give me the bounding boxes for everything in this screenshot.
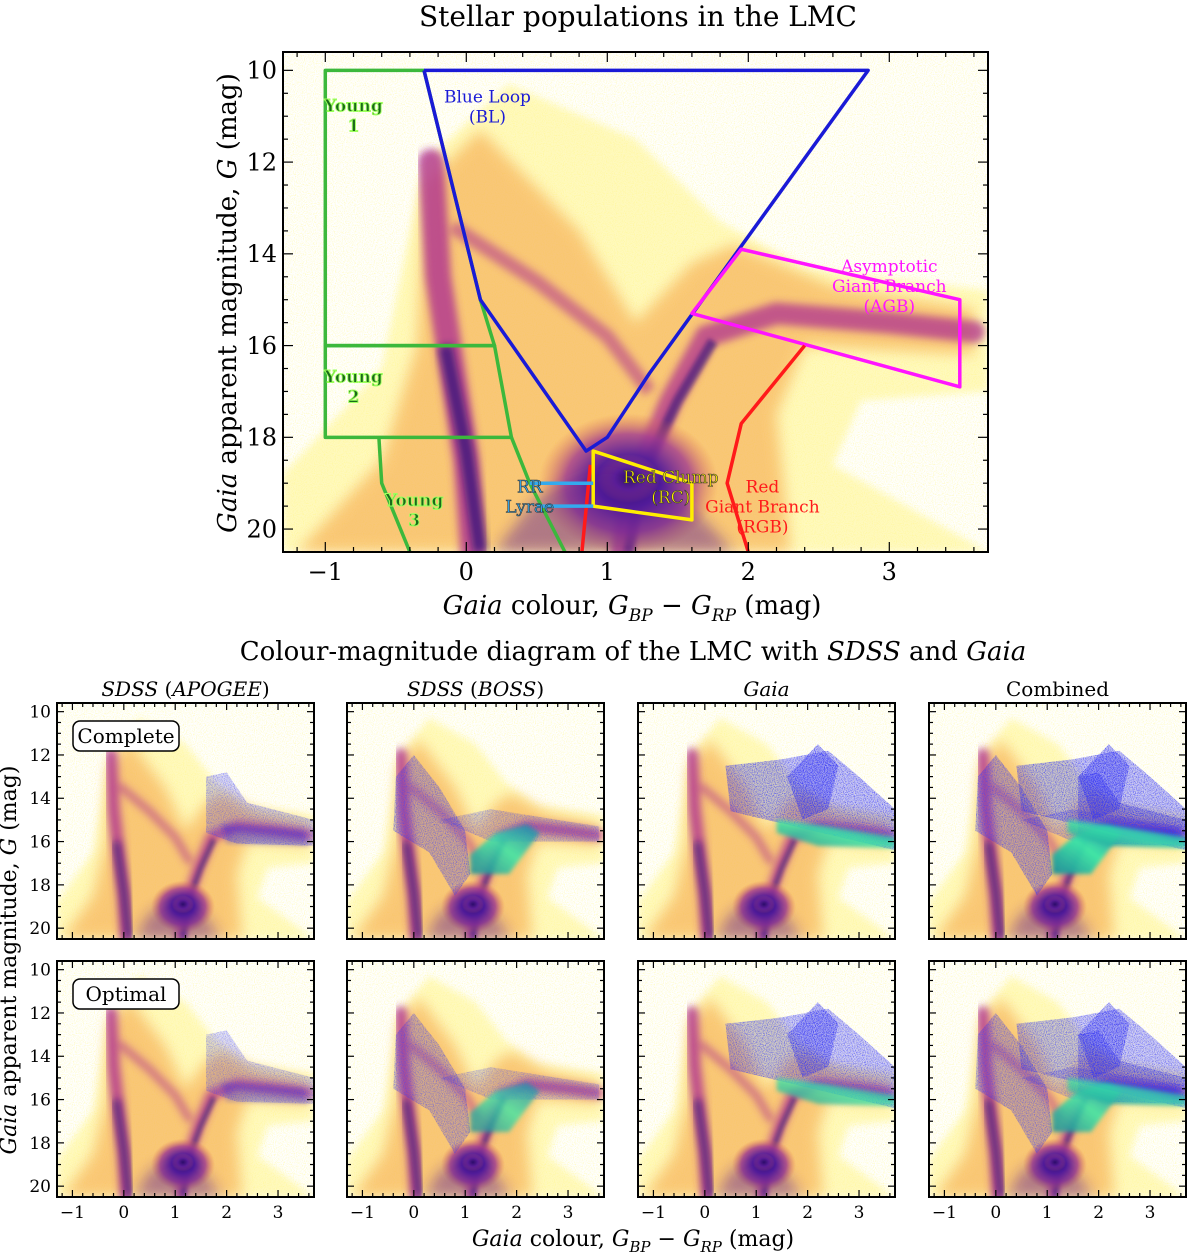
column-title: Combined <box>1006 677 1109 701</box>
y-tick-label: 18 <box>29 876 51 896</box>
region-outline <box>377 437 412 552</box>
y-tick-label: 14 <box>29 789 51 809</box>
x-tick-label: 2 <box>741 558 756 586</box>
x-tick-label: 1 <box>1042 1203 1053 1223</box>
panel-complete-combined <box>928 702 1187 940</box>
row-label: Optimal <box>86 982 167 1006</box>
row-label-box <box>72 720 180 752</box>
x-tick-label: 1 <box>751 1203 762 1223</box>
x-tick-label: 0 <box>408 1203 419 1223</box>
x-tick-label: −1 <box>641 1203 666 1223</box>
y-tick-label: 14 <box>246 240 277 268</box>
region-rr-lyrae <box>529 481 594 508</box>
x-tick-label: 3 <box>563 1203 574 1223</box>
region-label: Red Giant Branch (RGB) <box>705 477 820 537</box>
x-tick-label: 2 <box>511 1203 522 1223</box>
x-tick-label: 0 <box>459 558 474 586</box>
region-label: Red Clump (RC) <box>623 468 719 508</box>
column-title: SDSS (APOGEE) <box>101 677 269 701</box>
y-tick-label: 12 <box>246 148 277 176</box>
column-title: SDSS (BOSS) <box>407 677 544 701</box>
region-red-clump <box>591 449 694 522</box>
x-tick-label: 3 <box>882 558 897 586</box>
x-tick-label: 3 <box>1145 1203 1156 1223</box>
column-title: Gaia <box>743 677 789 701</box>
x-tick-label: −1 <box>308 558 343 586</box>
x-tick-label: 2 <box>1093 1203 1104 1223</box>
x-tick-label: 1 <box>460 1203 471 1223</box>
x-tick-label: 2 <box>221 1203 232 1223</box>
panel-complete-sdss-boss- <box>346 702 605 940</box>
grid-x-axis-label: Gaia colour, GBP − GRP (mag) <box>472 1227 794 1253</box>
y-tick-label: 20 <box>29 1177 51 1197</box>
x-tick-label: −1 <box>932 1203 957 1223</box>
x-tick-label: 3 <box>854 1203 865 1223</box>
y-tick-label: 18 <box>29 1134 51 1154</box>
y-tick-label: 12 <box>29 746 51 766</box>
region-outline <box>422 68 870 453</box>
x-tick-label: 1 <box>170 1203 181 1223</box>
main-y-axis-label: Gaia apparent magnitude, G (mag) <box>213 73 243 533</box>
main-title: Stellar populations in the LMC <box>419 0 857 33</box>
row-label: Complete <box>77 724 174 748</box>
y-tick-label: 16 <box>29 1091 51 1111</box>
main-plot: Young 1 Young 2 Young 3 Blue Loop (BL) Asymptoti… <box>246 51 989 586</box>
main-x-axis-label: Gaia colour, GBP − GRP (mag) <box>443 591 822 626</box>
region-young-1 <box>323 68 497 348</box>
region-outline <box>323 343 514 440</box>
region-label: Asymptotic Giant Branch (AGB) <box>832 257 947 317</box>
x-tick-label: 2 <box>802 1203 813 1223</box>
region-red-giant-branch <box>580 344 807 552</box>
row-label-box <box>72 978 180 1010</box>
y-tick-label: 14 <box>29 1047 51 1067</box>
x-tick-label: 0 <box>699 1203 710 1223</box>
grid-y-axis-label: Gaia apparent magnitude, G (mag) <box>0 766 22 1155</box>
panel-complete-sdss-apogee-: 10 12 14 16 18 20 Complete <box>29 702 315 940</box>
y-tick-label: 16 <box>246 332 277 360</box>
y-tick-label: 12 <box>29 1004 51 1024</box>
x-tick-label: −1 <box>350 1203 375 1223</box>
panel-optimal-combined: −1 0 1 2 3 <box>928 960 1187 1223</box>
y-tick-label: 20 <box>246 515 277 543</box>
region-outline <box>591 449 694 522</box>
x-tick-label: 3 <box>273 1203 284 1223</box>
y-tick-label: 10 <box>29 703 51 723</box>
region-outline <box>690 247 962 389</box>
x-tick-label: 0 <box>118 1203 129 1223</box>
region-outline <box>725 344 807 552</box>
y-tick-label: 10 <box>246 57 277 85</box>
x-tick-label: −1 <box>60 1203 85 1223</box>
panel-complete-gaia <box>637 702 896 940</box>
column-titles: SDSS (APOGEE) SDSS (BOSS) Gaia Combined <box>101 677 1109 701</box>
y-tick-label: 20 <box>29 919 51 939</box>
x-tick-label: 1 <box>600 558 615 586</box>
panel-optimal-sdss-boss-: −1 0 1 2 3 <box>346 960 605 1223</box>
y-tick-label: 10 <box>29 961 51 981</box>
region-label: Young 2 <box>323 367 383 407</box>
panel-optimal-gaia: −1 0 1 2 3 <box>637 960 896 1223</box>
selection-overlay <box>725 1002 895 1109</box>
grid-title: Colour-magnitude diagram of the LMC with… <box>240 637 1027 667</box>
region-outline <box>323 68 497 348</box>
y-tick-label: 18 <box>246 424 277 452</box>
region-blue-loop <box>422 68 870 453</box>
region-label: Blue Loop (BL) <box>444 87 531 127</box>
region-label: Young 1 <box>323 97 383 137</box>
region-outline <box>580 464 593 552</box>
x-tick-label: 0 <box>990 1203 1001 1223</box>
region-young-2 <box>323 343 514 440</box>
y-tick-label: 16 <box>29 833 51 853</box>
region-label: RR Lyrae <box>505 477 554 517</box>
region-label: Young 3 <box>384 491 444 531</box>
region-asymptotic-giant-branch <box>690 247 962 389</box>
